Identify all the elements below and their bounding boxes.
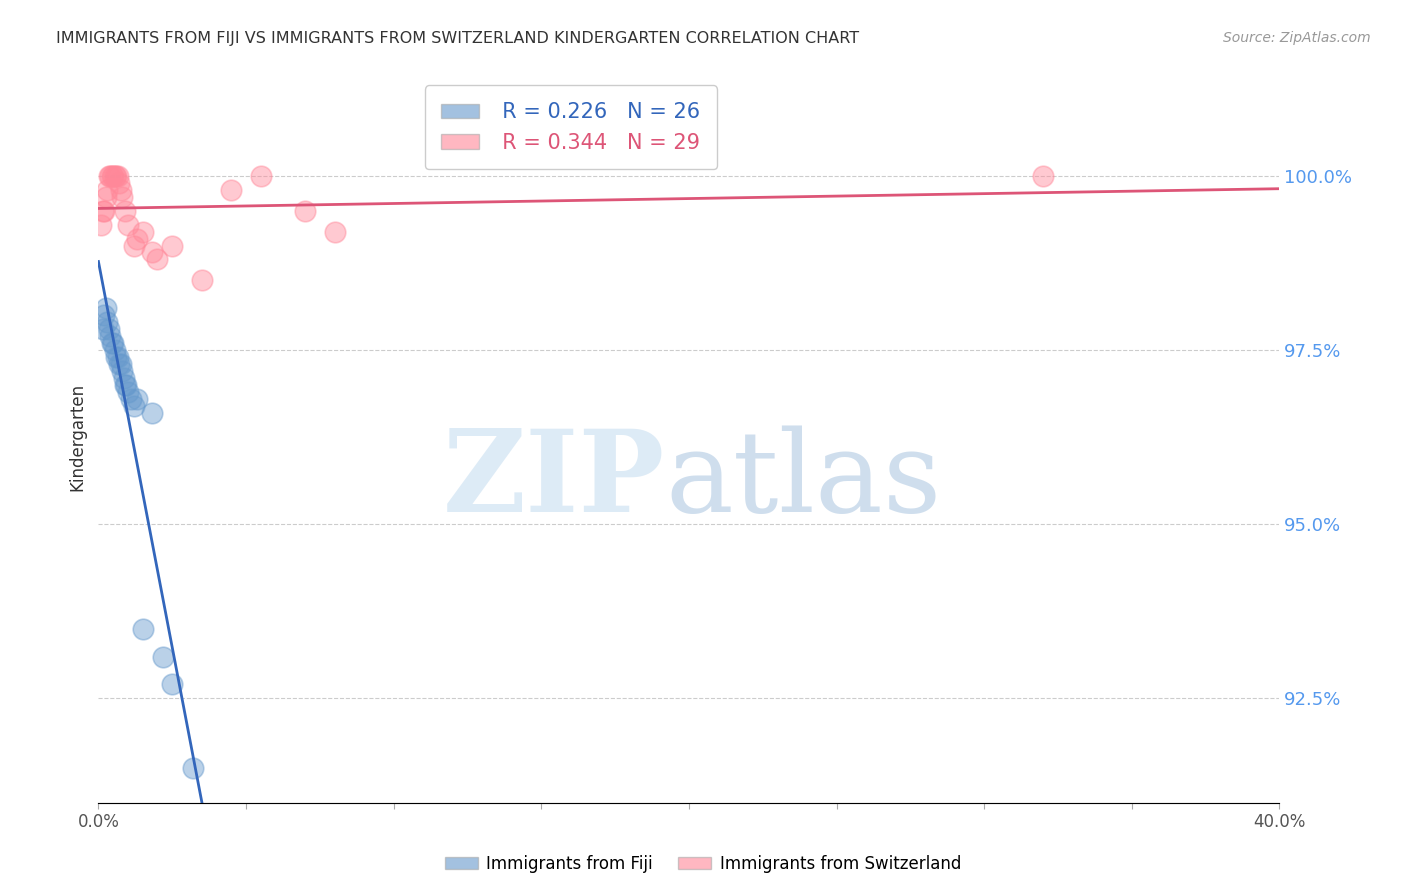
Point	[162, 677, 183, 691]
Point	[110, 357, 132, 371]
Point	[115, 377, 138, 392]
Point	[97, 169, 120, 183]
Point	[152, 649, 174, 664]
Point	[91, 322, 114, 336]
Point	[112, 371, 135, 385]
Point	[120, 392, 142, 406]
Point	[96, 315, 118, 329]
Point	[98, 329, 121, 343]
Point	[1032, 169, 1054, 183]
Point	[146, 252, 169, 267]
Point	[250, 169, 273, 183]
Point	[103, 169, 125, 183]
Point	[94, 301, 117, 316]
Point	[141, 245, 163, 260]
Point	[132, 225, 155, 239]
Point	[110, 183, 132, 197]
Text: IMMIGRANTS FROM FIJI VS IMMIGRANTS FROM SWITZERLAND KINDERGARTEN CORRELATION CHA: IMMIGRANTS FROM FIJI VS IMMIGRANTS FROM …	[56, 31, 859, 46]
Point	[141, 406, 163, 420]
Point	[125, 392, 148, 406]
Point	[162, 238, 183, 252]
Point	[108, 357, 131, 371]
Point	[96, 183, 118, 197]
Text: atlas: atlas	[665, 425, 942, 536]
Point	[132, 622, 155, 636]
Point	[105, 350, 128, 364]
Point	[90, 218, 112, 232]
Point	[125, 231, 148, 245]
Point	[323, 225, 346, 239]
Point	[104, 169, 127, 183]
Point	[114, 203, 136, 218]
Point	[93, 203, 115, 218]
Point	[100, 336, 122, 351]
Point	[104, 343, 127, 357]
Y-axis label: Kindergarten: Kindergarten	[69, 383, 87, 491]
Point	[111, 190, 134, 204]
Point	[107, 169, 129, 183]
Point	[105, 169, 128, 183]
Point	[97, 322, 120, 336]
Point	[122, 399, 145, 413]
Point	[103, 336, 125, 351]
Point	[108, 176, 131, 190]
Point	[117, 218, 139, 232]
Point	[191, 273, 214, 287]
Point	[94, 190, 117, 204]
Point	[93, 308, 115, 322]
Point	[221, 183, 243, 197]
Point	[107, 350, 129, 364]
Point	[91, 203, 114, 218]
Point	[114, 377, 136, 392]
Text: Source: ZipAtlas.com: Source: ZipAtlas.com	[1223, 31, 1371, 45]
Point	[111, 364, 134, 378]
Point	[181, 761, 204, 775]
Point	[98, 169, 121, 183]
Legend:   R = 0.226   N = 26,   R = 0.344   N = 29: R = 0.226 N = 26, R = 0.344 N = 29	[425, 86, 717, 169]
Point	[100, 169, 122, 183]
Point	[294, 203, 316, 218]
Point	[122, 238, 145, 252]
Point	[117, 384, 139, 399]
Text: ZIP: ZIP	[443, 425, 665, 536]
Legend: Immigrants from Fiji, Immigrants from Switzerland: Immigrants from Fiji, Immigrants from Sw…	[439, 848, 967, 880]
